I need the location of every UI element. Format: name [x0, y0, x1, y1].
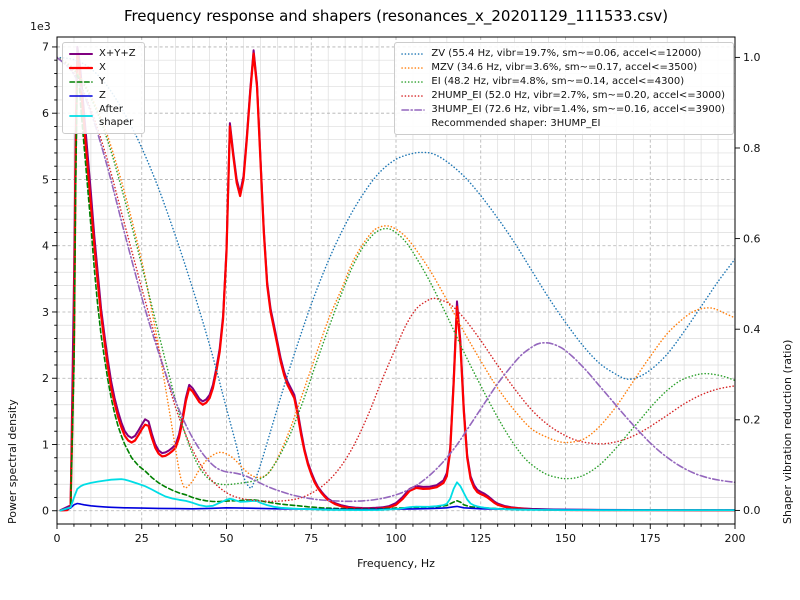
- series-3hump-ei: [57, 56, 735, 503]
- y-left-tick-label: 3: [42, 306, 49, 319]
- legend-label: 2HUMP_EI (52.0 Hz, vibr=2.7%, sm~=0.20, …: [431, 90, 725, 101]
- legend-entry: ZV (55.4 Hz, vibr=19.7%, sm~=0.06, accel…: [401, 47, 725, 60]
- series-after-shaper: [59, 478, 735, 512]
- y-axis-label-left: Power spectral density: [6, 399, 19, 524]
- series-2hump-ei: [57, 56, 735, 503]
- y-axis-label-right: Shaper vibration reduction (ratio): [781, 339, 794, 524]
- legend-line-sample: [401, 80, 426, 83]
- series-x: [59, 52, 735, 512]
- y-left-tick-label: 7: [42, 41, 49, 54]
- legend-entry: 3HUMP_EI (72.6 Hz, vibr=1.4%, sm~=0.16, …: [401, 103, 725, 116]
- legend-entry: After shaper: [69, 103, 136, 129]
- legend-line-sample: [69, 115, 93, 117]
- legend-line-sample: [69, 66, 93, 69]
- x-tick-label: 50: [220, 532, 234, 545]
- x-tick-label: 150: [555, 532, 576, 545]
- y-axis-offset-text: 1e3: [30, 20, 51, 33]
- series-y: [59, 72, 735, 512]
- x-tick-label: 0: [54, 532, 61, 545]
- legend-label: EI (48.2 Hz, vibr=4.8%, sm~=0.14, accel<…: [431, 76, 685, 87]
- y-left-tick-label: 6: [42, 107, 49, 120]
- legend-sample-blank: [401, 119, 425, 129]
- legend-label: 3HUMP_EI (72.6 Hz, vibr=1.4%, sm~=0.16, …: [431, 104, 725, 115]
- legend-label: Recommended shaper: 3HUMP_EI: [431, 118, 601, 129]
- x-tick-label: 200: [725, 532, 746, 545]
- legend-line-sample: [69, 52, 93, 55]
- chart-title: Frequency response and shapers (resonanc…: [123, 7, 669, 25]
- tick-labels: 0 25 50 75 100 125 150 175 200 0 1 2 3 4 5 6 7 0.0 0.2 0.4 0…: [42, 41, 761, 545]
- legend-entry: 2HUMP_EI (52.0 Hz, vibr=2.7%, sm~=0.20, …: [401, 89, 725, 102]
- legend-entry: X: [69, 61, 136, 74]
- y-left-tick-label: 0: [42, 505, 49, 518]
- y-left-tick-label: 5: [42, 173, 49, 186]
- legend-label: ZV (55.4 Hz, vibr=19.7%, sm~=0.06, accel…: [431, 48, 702, 59]
- legend-psd: X+Y+Z X Y Z After shaper: [62, 42, 145, 134]
- axis-ticks: [52, 46, 740, 529]
- legend-label: MZV (34.6 Hz, vibr=3.6%, sm~=0.17, accel…: [431, 62, 698, 73]
- series-ei: [57, 56, 735, 486]
- legend-label: X: [99, 62, 106, 73]
- series-mzv: [57, 56, 735, 489]
- y-right-tick-label: 0.8: [743, 142, 761, 155]
- legend-line-sample: [401, 94, 426, 97]
- x-tick-label: 25: [135, 532, 149, 545]
- y-right-tick-label: 0.2: [743, 414, 761, 427]
- x-axis-label: Frequency, Hz: [357, 557, 435, 570]
- legend-line-sample: [401, 66, 426, 69]
- series-group: [57, 45, 735, 512]
- legend-shapers: ZV (55.4 Hz, vibr=19.7%, sm~=0.06, accel…: [394, 42, 734, 135]
- x-tick-label: 175: [640, 532, 661, 545]
- legend-entry: Y: [69, 75, 136, 88]
- legend-label: Y: [99, 76, 106, 87]
- legend-label: Z: [99, 90, 106, 101]
- y-right-tick-label: 0.4: [743, 323, 761, 336]
- legend-entry: Recommended shaper: 3HUMP_EI: [401, 117, 725, 130]
- x-tick-label: 125: [470, 532, 491, 545]
- legend-entry: MZV (34.6 Hz, vibr=3.6%, sm~=0.17, accel…: [401, 61, 725, 74]
- series-zv: [57, 56, 735, 489]
- legend-line-sample: [69, 80, 93, 83]
- legend-entry: Z: [69, 89, 136, 102]
- x-tick-label: 75: [304, 532, 318, 545]
- legend-line-sample: [69, 94, 93, 97]
- legend-label: After shaper: [99, 104, 134, 128]
- legend-line-sample: [401, 108, 426, 111]
- legend-entry: X+Y+Z: [69, 47, 136, 60]
- legend-label: X+Y+Z: [99, 48, 136, 59]
- y-right-tick-label: 1.0: [743, 51, 761, 64]
- y-right-tick-label: 0.0: [743, 504, 761, 517]
- y-left-tick-label: 1: [42, 438, 49, 451]
- y-left-tick-label: 4: [42, 240, 49, 253]
- y-right-tick-label: 0.6: [743, 232, 761, 245]
- legend-entry: EI (48.2 Hz, vibr=4.8%, sm~=0.14, accel<…: [401, 75, 725, 88]
- y-left-tick-label: 2: [42, 372, 49, 385]
- legend-line-sample: [401, 52, 426, 55]
- x-tick-label: 100: [386, 532, 407, 545]
